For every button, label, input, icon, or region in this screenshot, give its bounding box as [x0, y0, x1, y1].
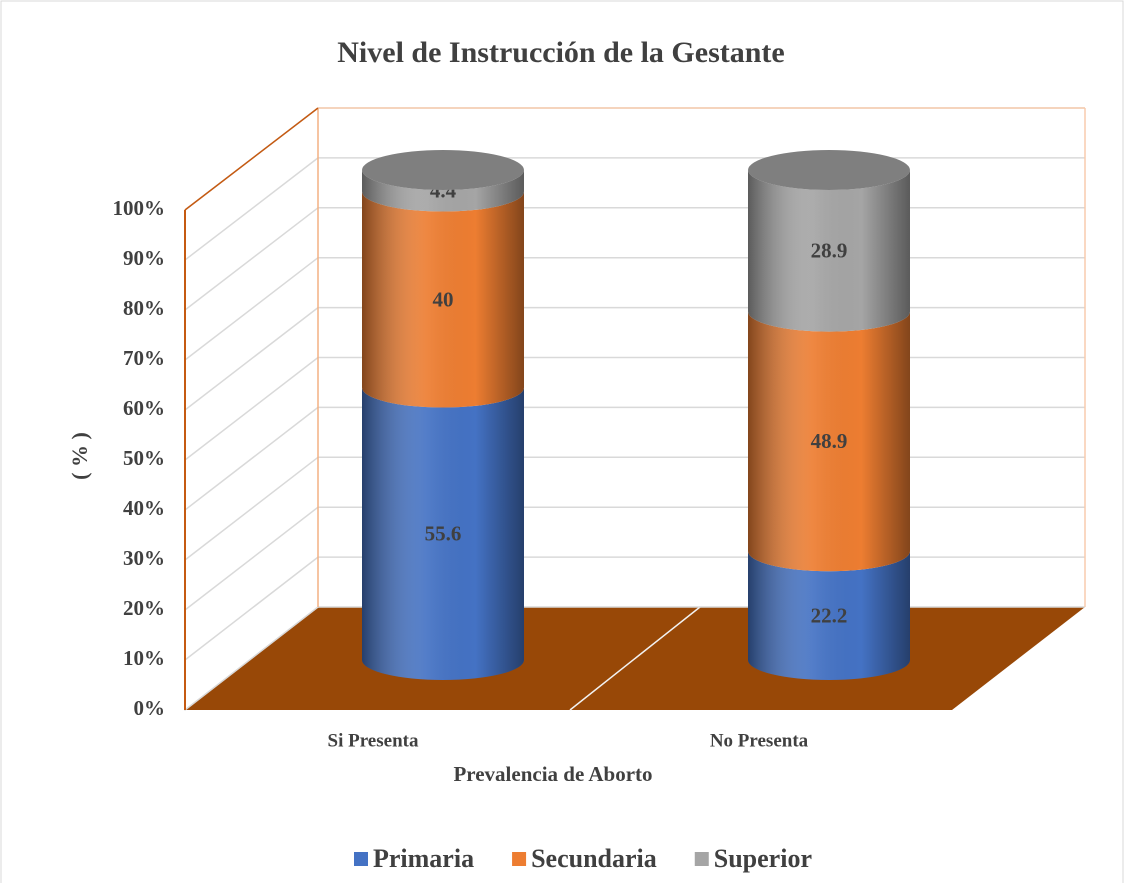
y-tick-label: 60% — [123, 396, 165, 420]
y-tick-label: 80% — [123, 296, 165, 320]
x-tick-label: No Presenta — [710, 730, 809, 751]
y-tick-label: 50% — [123, 446, 165, 470]
cylinder-shade — [748, 170, 910, 332]
y-tick-label: 10% — [123, 646, 165, 670]
side-grid-line — [184, 257, 319, 361]
cylinder-shade — [748, 311, 910, 572]
x-tick-label: Si Presenta — [328, 730, 419, 751]
y-axis-title: ( % ) — [67, 432, 92, 480]
side-grid-line — [184, 506, 319, 611]
side-grid-line — [184, 456, 319, 561]
legend-swatch — [694, 852, 709, 866]
side-grid-line — [184, 157, 319, 261]
cylinder-shade — [362, 170, 524, 212]
side-wall-top — [184, 107, 319, 211]
data-label: 22.2 — [811, 603, 848, 627]
side-grid-line — [184, 606, 319, 711]
cylinder-shade — [362, 191, 524, 408]
side-grid-line — [184, 406, 319, 511]
cylinder-top — [748, 150, 910, 190]
side-grid-line — [184, 307, 319, 411]
legend-swatch — [512, 852, 527, 866]
floor-divider — [569, 606, 701, 711]
y-tick-label: 20% — [123, 596, 165, 620]
side-grid-line — [184, 207, 319, 311]
data-label: 48.9 — [811, 429, 848, 453]
y-tick-label: 0% — [134, 696, 166, 720]
cylinder-top — [362, 150, 524, 190]
legend-label: Primaria — [373, 844, 474, 873]
cylinder-shade — [748, 551, 910, 680]
cylinder-shade — [362, 387, 524, 680]
y-tick-label: 40% — [123, 496, 165, 520]
plot: 0% 10% 20% 30% 40% 50% 60% 70% 80% 90% 100% Si Pres… — [113, 106, 1086, 873]
legend-label: Superior — [714, 844, 812, 873]
y-tick-label: 70% — [123, 346, 165, 370]
chart-title: Nivel de Instrucción de la Gestante — [337, 36, 784, 69]
y-tick-label: 100% — [113, 196, 166, 220]
legend-label: Secundaria — [531, 844, 657, 873]
side-grid-line — [184, 356, 319, 461]
x-axis-title: Prevalencia de Aborto — [453, 762, 652, 786]
y-tick-label: 90% — [123, 246, 165, 270]
data-label: 40 — [433, 287, 454, 311]
data-label: 55.6 — [425, 522, 462, 546]
legend-swatch — [354, 852, 368, 866]
data-label: 28.9 — [811, 239, 848, 263]
side-grid-line — [184, 556, 319, 661]
y-tick-label: 30% — [123, 546, 165, 570]
